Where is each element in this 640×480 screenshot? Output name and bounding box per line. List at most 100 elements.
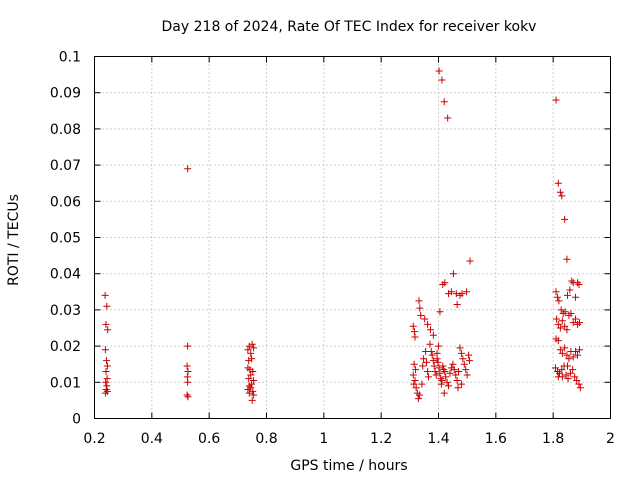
data-point-0-70 (427, 348, 435, 356)
data-point-0-15 (184, 342, 192, 350)
data-point-0-24 (247, 349, 255, 357)
data-point-0-103 (435, 67, 443, 75)
data-point-0-51 (426, 326, 434, 334)
data-point-0-5 (103, 357, 111, 365)
data-point-0-104 (438, 76, 446, 84)
data-point-0-71 (428, 351, 436, 359)
data-points (101, 67, 584, 404)
data-point-0-116 (458, 290, 466, 298)
data-point-0-44 (410, 328, 418, 336)
data-point-0-32 (247, 371, 255, 379)
data-point-0-30 (246, 366, 254, 374)
data-point-0-168 (551, 364, 559, 372)
data-point-0-56 (411, 376, 419, 384)
data-point-0-85 (442, 373, 450, 381)
y-tick-label-8: 0.08 (50, 122, 81, 138)
data-point-0-80 (437, 375, 445, 383)
data-point-0-83 (440, 366, 448, 374)
data-point-0-63 (419, 362, 427, 370)
data-point-0-129 (561, 215, 569, 223)
data-point-0-94 (455, 367, 463, 375)
data-point-0-107 (436, 308, 444, 316)
data-point-0-93 (453, 376, 461, 384)
x-tick-label-0: 0.2 (83, 431, 105, 447)
y-tick-labels: 0 0.01 0.02 0.03 0.04 0.05 0.06 0.07 0.08 0.09 0.1 (50, 50, 81, 428)
data-point-0-48 (417, 311, 425, 319)
data-point-0-2 (103, 302, 111, 310)
data-point-0-110 (445, 290, 453, 298)
data-point-0-165 (572, 348, 580, 356)
data-point-0-101 (465, 351, 473, 359)
y-tick-label-5: 0.05 (50, 231, 81, 247)
data-point-0-6 (103, 362, 111, 370)
y-tick-label-4: 0.04 (50, 267, 81, 283)
data-point-0-131 (552, 288, 560, 296)
data-point-0-119 (435, 342, 442, 350)
data-point-0-126 (554, 179, 562, 187)
data-point-0-72 (429, 357, 437, 365)
x-tick-label-2: 0.6 (198, 431, 220, 447)
plot-frame (94, 56, 611, 419)
data-point-0-9 (102, 378, 110, 386)
data-point-0-114 (453, 300, 461, 308)
data-point-0-157 (554, 337, 562, 345)
data-point-0-148 (561, 322, 569, 330)
data-point-0-174 (564, 375, 572, 383)
data-point-0-180 (576, 384, 584, 392)
data-point-0-142 (574, 279, 582, 287)
x-tick-label-8: 1.8 (542, 431, 564, 447)
data-point-0-81 (438, 376, 446, 384)
data-point-0-39 (249, 387, 257, 395)
data-point-0-57 (410, 380, 418, 388)
data-point-0-36 (248, 380, 256, 388)
data-point-0-130 (563, 255, 571, 263)
data-point-0-67 (424, 367, 432, 375)
data-point-0-123 (454, 384, 462, 392)
data-point-0-134 (557, 306, 565, 314)
data-point-0-144 (553, 315, 561, 323)
data-point-0-74 (431, 367, 439, 375)
data-point-0-69 (426, 340, 434, 348)
data-point-0-90 (449, 360, 457, 368)
data-point-0-22 (244, 346, 252, 354)
data-point-0-97 (459, 355, 467, 363)
y-tick-label-9: 0.09 (50, 86, 81, 102)
data-point-0-161 (563, 351, 571, 359)
data-point-0-143 (575, 281, 583, 289)
data-point-0-68 (424, 373, 432, 381)
data-point-0-170 (555, 369, 563, 377)
data-point-0-34 (250, 376, 258, 384)
data-point-0-179 (575, 380, 583, 388)
x-tick-label-6: 1.4 (427, 431, 449, 447)
y-tick-label-10: 0.1 (59, 50, 81, 66)
data-point-0-95 (456, 344, 464, 352)
data-point-0-84 (441, 367, 449, 375)
data-point-0-77 (434, 358, 442, 366)
data-point-0-121 (437, 380, 445, 388)
data-point-0-87 (445, 382, 453, 390)
data-point-0-64 (420, 355, 428, 363)
data-point-0-99 (462, 366, 470, 374)
data-point-0-45 (411, 333, 419, 341)
data-point-0-136 (561, 308, 569, 316)
data-point-0-27 (245, 357, 253, 365)
data-point-0-38 (247, 384, 255, 392)
data-point-0-106 (444, 114, 452, 122)
data-point-0-49 (421, 315, 429, 323)
data-point-0-26 (250, 344, 258, 352)
data-point-0-8 (103, 375, 111, 383)
data-point-0-141 (572, 293, 580, 301)
y-tick-label-2: 0.02 (50, 339, 81, 355)
data-point-0-147 (558, 317, 566, 325)
data-point-0-166 (574, 351, 582, 359)
data-point-0-89 (447, 364, 455, 372)
data-point-0-37 (244, 386, 252, 394)
data-point-0-162 (565, 355, 573, 363)
data-point-0-54 (412, 366, 420, 374)
x-tick-label-1: 0.4 (141, 431, 163, 447)
data-point-0-79 (436, 369, 444, 377)
data-point-0-91 (450, 366, 458, 374)
data-point-0-78 (435, 364, 443, 372)
data-point-0-145 (554, 320, 562, 328)
data-point-0-183 (564, 362, 571, 370)
